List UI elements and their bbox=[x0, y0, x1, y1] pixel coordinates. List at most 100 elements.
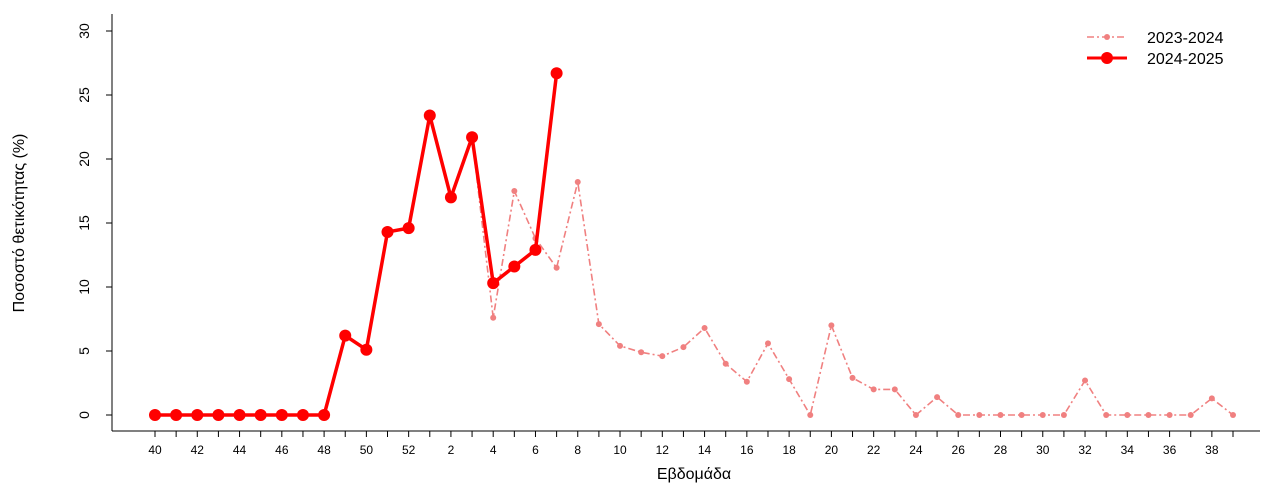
data-point-2024-2025 bbox=[466, 131, 479, 144]
data-point-2023-2024 bbox=[891, 386, 898, 393]
y-axis-title: Ποσοστό θετικότητας (%) bbox=[11, 134, 28, 313]
data-point-2024-2025 bbox=[381, 225, 394, 238]
series-2024-2025 bbox=[149, 67, 563, 421]
x-tick-label: 32 bbox=[1078, 443, 1092, 457]
y-tick-label: 25 bbox=[76, 87, 92, 103]
data-point-2024-2025 bbox=[233, 409, 246, 421]
data-point-2023-2024 bbox=[1018, 412, 1025, 418]
data-point-2024-2025 bbox=[170, 409, 183, 421]
x-tick-label: 6 bbox=[532, 443, 539, 457]
data-point-2023-2024 bbox=[997, 412, 1004, 418]
data-point-2023-2024 bbox=[659, 353, 666, 360]
x-tick-label: 16 bbox=[740, 443, 754, 457]
y-tick-label: 20 bbox=[76, 151, 92, 167]
x-tick-label: 14 bbox=[698, 443, 712, 457]
y-tick-label: 5 bbox=[76, 347, 92, 355]
x-tick-label: 52 bbox=[402, 443, 416, 457]
series-layer bbox=[149, 67, 1236, 421]
data-point-2024-2025 bbox=[254, 409, 267, 421]
data-point-2024-2025 bbox=[402, 222, 415, 235]
data-point-2024-2025 bbox=[550, 67, 563, 80]
x-tick-label: 40 bbox=[148, 443, 162, 457]
data-point-2023-2024 bbox=[849, 374, 856, 381]
series-line-2024-2025 bbox=[155, 73, 559, 417]
x-tick-label: 36 bbox=[1163, 443, 1177, 457]
data-point-2023-2024 bbox=[617, 342, 624, 349]
data-point-2023-2024 bbox=[828, 322, 835, 329]
x-tick-label: 26 bbox=[952, 443, 966, 457]
y-axis-ticks: 0 5 10 15 20 25 30 bbox=[76, 23, 112, 419]
x-tick-label: 8 bbox=[574, 443, 581, 457]
y-tick-label: 30 bbox=[76, 23, 92, 39]
data-point-2024-2025 bbox=[423, 109, 436, 122]
data-point-2023-2024 bbox=[1124, 412, 1131, 418]
data-point-2024-2025 bbox=[339, 329, 352, 342]
x-tick-label: 18 bbox=[782, 443, 796, 457]
x-tick-label: 38 bbox=[1205, 443, 1219, 457]
data-point-2023-2024 bbox=[701, 324, 708, 331]
legend-marker-2023-2024 bbox=[1104, 34, 1110, 40]
data-point-2024-2025 bbox=[487, 277, 500, 290]
x-tick-label: 10 bbox=[613, 443, 627, 457]
data-point-2023-2024 bbox=[680, 344, 687, 351]
data-point-2024-2025 bbox=[318, 409, 331, 421]
data-point-2023-2024 bbox=[1039, 412, 1046, 418]
data-point-2023-2024 bbox=[574, 179, 581, 186]
axes bbox=[111, 14, 1260, 432]
x-tick-label: 24 bbox=[909, 443, 923, 457]
x-tick-label: 4 bbox=[490, 443, 497, 457]
data-point-2023-2024 bbox=[1230, 412, 1236, 418]
data-point-2023-2024 bbox=[1166, 412, 1173, 418]
data-point-2023-2024 bbox=[976, 412, 983, 418]
x-tick-label: 46 bbox=[275, 443, 289, 457]
data-point-2023-2024 bbox=[1208, 395, 1215, 402]
y-tick-label: 10 bbox=[76, 279, 92, 295]
x-tick-label: 48 bbox=[317, 443, 331, 457]
legend-marker-2024-2025 bbox=[1101, 52, 1113, 64]
data-point-2023-2024 bbox=[1145, 412, 1152, 418]
data-point-2023-2024 bbox=[722, 360, 729, 367]
data-point-2023-2024 bbox=[638, 349, 645, 356]
x-tick-label: 22 bbox=[867, 443, 881, 457]
data-point-2024-2025 bbox=[212, 409, 225, 421]
data-point-2023-2024 bbox=[1187, 412, 1194, 418]
x-tick-label: 12 bbox=[656, 443, 670, 457]
data-point-2023-2024 bbox=[764, 340, 771, 347]
data-point-2024-2025 bbox=[360, 343, 373, 356]
data-point-2023-2024 bbox=[595, 321, 602, 328]
data-point-2023-2024 bbox=[934, 394, 941, 401]
data-point-2023-2024 bbox=[912, 412, 919, 418]
data-point-2023-2024 bbox=[870, 386, 877, 393]
data-point-2024-2025 bbox=[529, 243, 542, 256]
series-2023-2024 bbox=[152, 112, 1236, 418]
legend-label-2024-2025: 2024-2025 bbox=[1147, 51, 1224, 68]
data-point-2024-2025 bbox=[191, 409, 204, 421]
x-tick-label: 34 bbox=[1121, 443, 1135, 457]
x-tick-label: 20 bbox=[825, 443, 839, 457]
x-tick-label: 50 bbox=[360, 443, 374, 457]
data-point-2023-2024 bbox=[490, 314, 497, 321]
x-tick-label: 28 bbox=[994, 443, 1008, 457]
x-tick-label: 44 bbox=[233, 443, 247, 457]
data-point-2023-2024 bbox=[1082, 377, 1089, 384]
x-tick-label: 2 bbox=[448, 443, 455, 457]
data-point-2023-2024 bbox=[553, 264, 560, 271]
x-axis-ticks: 40 42 44 46 48 50 52 2 4 6 8 10 12 14 16 18 20 22 24 26 28 30… bbox=[148, 431, 1234, 457]
x-tick-label: 30 bbox=[1036, 443, 1050, 457]
y-tick-label: 0 bbox=[76, 411, 92, 419]
legend: 2023-2024 2024-2025 bbox=[1087, 30, 1224, 68]
data-point-2023-2024 bbox=[807, 412, 814, 418]
legend-label-2023-2024: 2023-2024 bbox=[1147, 30, 1224, 47]
data-point-2023-2024 bbox=[786, 376, 793, 383]
data-point-2023-2024 bbox=[1060, 412, 1067, 418]
series-line-2023-2024 bbox=[155, 114, 1234, 416]
data-point-2023-2024 bbox=[955, 412, 962, 418]
data-point-2023-2024 bbox=[743, 378, 750, 385]
data-point-2024-2025 bbox=[508, 260, 521, 273]
data-point-2024-2025 bbox=[149, 409, 161, 421]
y-tick-label: 15 bbox=[76, 215, 92, 231]
data-point-2024-2025 bbox=[444, 191, 457, 204]
data-point-2023-2024 bbox=[1103, 412, 1110, 418]
x-tick-label: 42 bbox=[191, 443, 205, 457]
